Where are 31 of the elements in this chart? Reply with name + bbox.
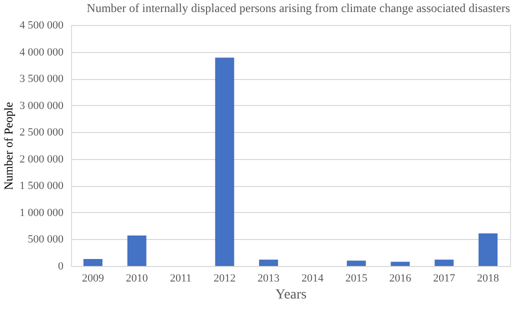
y-tick-label: 3 500 000 (20, 73, 64, 86)
x-tick-label: 2009 (82, 272, 104, 284)
bar (215, 58, 234, 266)
x-tick-label: 2017 (433, 272, 456, 284)
bar (478, 233, 498, 266)
y-tick-label: 4 000 000 (20, 46, 64, 58)
x-tick-label: 2010 (126, 272, 148, 284)
y-tick-label: 2 000 000 (20, 153, 64, 166)
y-tick-label: 1 000 000 (20, 206, 64, 219)
bar (434, 260, 454, 266)
chart-title: Number of internally displaced persons arising from climate change associated disasters (86, 1, 510, 15)
x-tick-label: 2012 (214, 272, 236, 284)
x-tick-label: 2013 (258, 272, 280, 284)
bar (346, 260, 366, 266)
x-tick-label: 2015 (345, 272, 368, 284)
y-tick-label: 1 500 000 (20, 180, 64, 192)
bar (127, 235, 146, 266)
y-tick-label: 3 000 000 (20, 100, 64, 112)
y-tick-label: 2 500 000 (20, 126, 64, 139)
x-tick-label: 2016 (389, 272, 412, 284)
x-tick-label: 2011 (170, 272, 192, 284)
bar (83, 259, 102, 266)
bar (259, 260, 278, 266)
x-tick-label: 2014 (301, 272, 324, 284)
x-axis-title: Years (275, 288, 307, 302)
bar (390, 262, 410, 266)
y-tick-label: 0 (58, 260, 64, 272)
y-axis-title: Number of People (2, 102, 16, 190)
x-tick-label: 2018 (477, 272, 500, 284)
y-tick-label: 4 500 000 (20, 20, 64, 32)
y-tick-label: 500 000 (28, 234, 64, 246)
